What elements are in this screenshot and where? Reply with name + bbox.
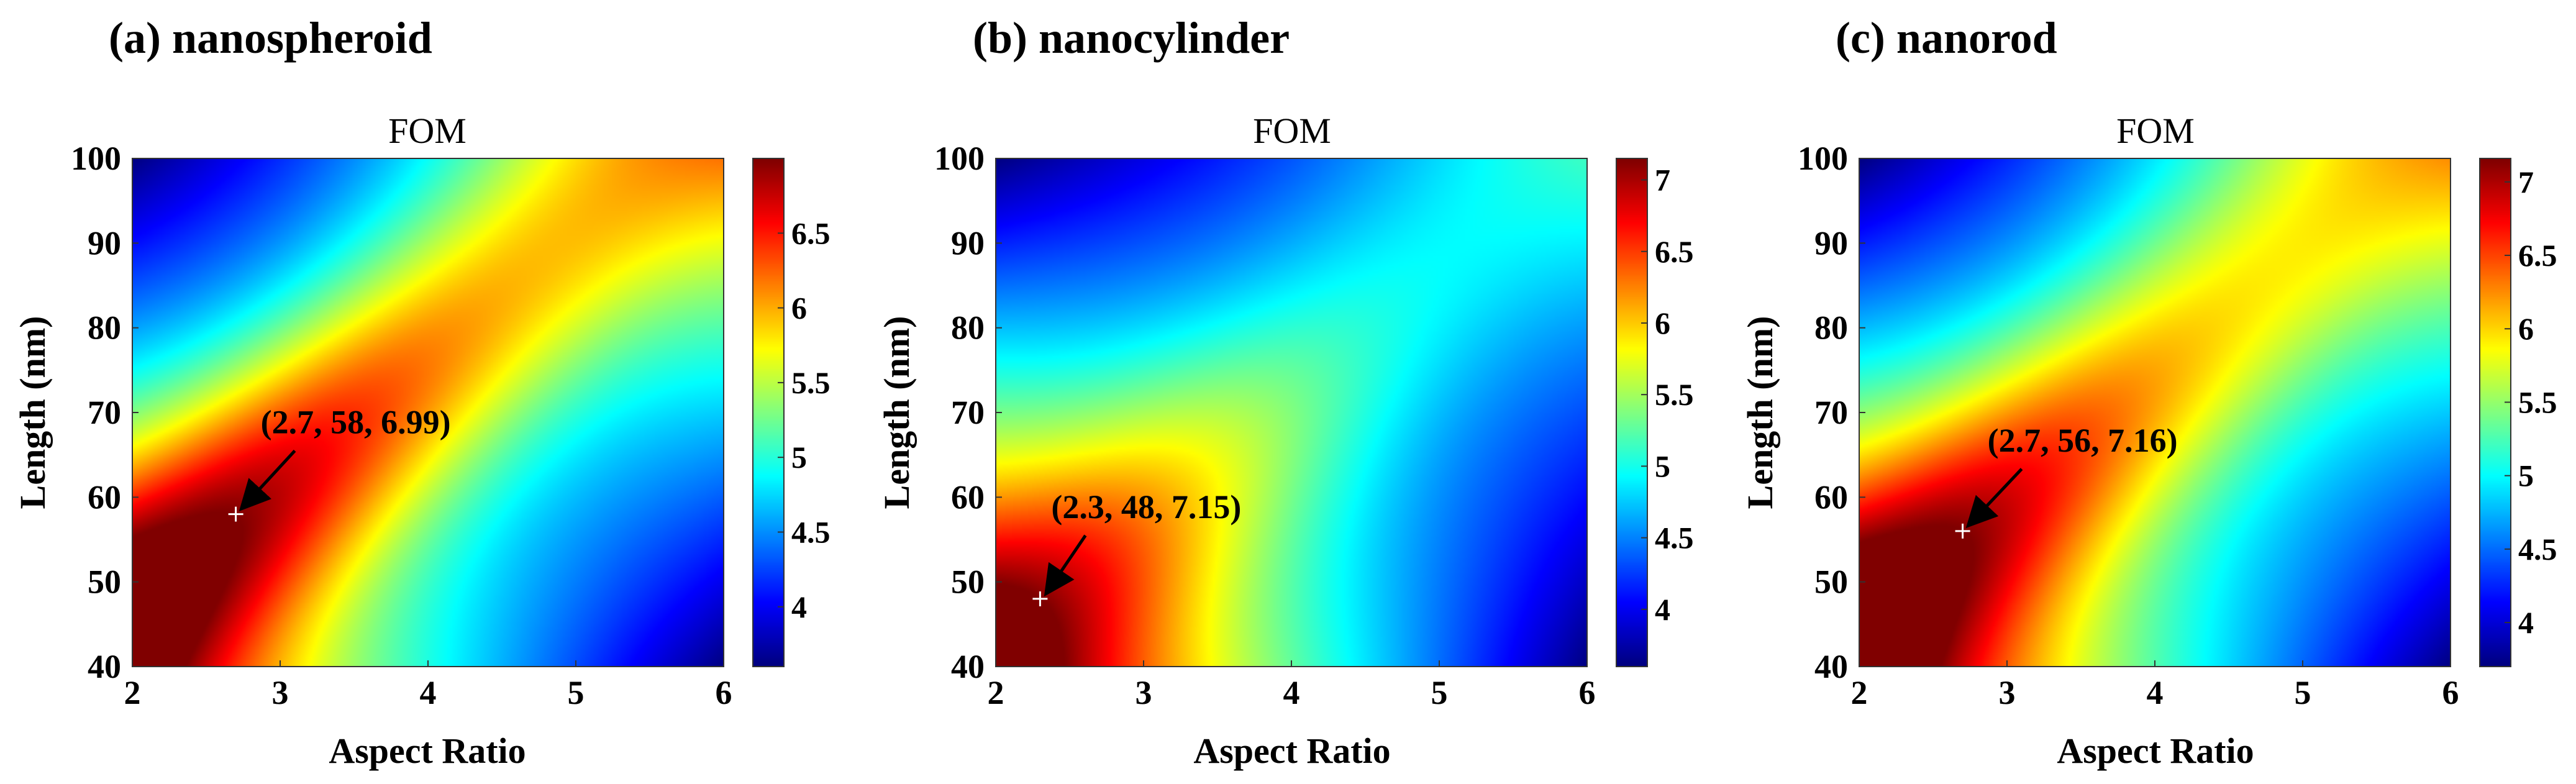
x-tick-label: 2 <box>1851 674 1868 711</box>
x-tick-label: 3 <box>272 674 289 711</box>
x-tick-label: 6 <box>716 674 732 711</box>
y-tick-label: 70 <box>88 394 121 431</box>
y-tick-label: 40 <box>951 648 985 685</box>
y-tick-label: 50 <box>88 563 121 601</box>
panel-b: (b) nanocylinder FOM 2 3 4 5 6 40 50 60 70 80 90 10… <box>876 13 1694 771</box>
annotation-text-b: (2.3, 48, 7.15) <box>1051 488 1241 526</box>
x-tick-label: 4 <box>420 674 437 711</box>
peak-marker-c <box>1955 523 1970 539</box>
y-tick-label: 80 <box>1814 309 1848 347</box>
colorbar-frame-b <box>1616 158 1648 667</box>
colorbar-ticks-a: 4 4.5 5 5.5 6 6.5 <box>778 216 831 624</box>
colorbar-tick-label: 6.5 <box>791 216 831 250</box>
panel-label-b: (b) nanocylinder <box>973 13 1290 63</box>
annotation-arrow-b <box>1044 534 1087 597</box>
y-tick-label: 40 <box>88 648 121 685</box>
y-tick-label: 40 <box>1814 648 1848 685</box>
x-tick-label: 4 <box>2147 674 2164 711</box>
annotation-arrow-c <box>1965 468 2023 529</box>
annotation-arrow-a <box>239 449 296 511</box>
colorbar-tick-label: 6 <box>791 291 807 326</box>
y-tick-label: 90 <box>951 224 985 262</box>
heatmap-a <box>132 158 724 667</box>
colorbar-tick-label: 5.5 <box>791 365 831 400</box>
colorbar-tick-label: 5.5 <box>1655 377 1694 412</box>
y-axis-label-b: Length (nm) <box>876 316 917 509</box>
colorbar-tick-label: 6.5 <box>2518 238 2557 273</box>
plot-title-a: FOM <box>388 111 467 151</box>
y-axis-label-c: Length (nm) <box>1740 316 1780 509</box>
colorbar-tick-label: 4.5 <box>791 514 831 549</box>
colorbar-ticks-c: 4 4.5 5 5.5 6 6.5 7 <box>2505 165 2557 640</box>
colorbar-tick-label: 4 <box>1655 592 1670 627</box>
x-axis-label-a: Aspect Ratio <box>329 731 526 771</box>
x-tick-label: 5 <box>1431 674 1448 711</box>
colorbar-frame-c <box>2479 158 2511 667</box>
x-tick-label: 2 <box>124 674 141 711</box>
plot-title-c: FOM <box>2116 111 2195 151</box>
colorbar-tick-label: 5 <box>791 440 807 475</box>
heatmap-c <box>1859 158 2451 667</box>
y-tick-label: 100 <box>934 140 985 177</box>
y-tick-label: 50 <box>1814 563 1848 601</box>
y-tick-label: 100 <box>1798 140 1848 177</box>
peak-marker-b <box>1032 591 1048 606</box>
annotation-text-a: (2.7, 58, 6.99) <box>261 404 451 441</box>
y-tick-label: 90 <box>88 224 121 262</box>
y-tick-label: 90 <box>1814 224 1848 262</box>
y-tick-label: 60 <box>951 478 985 516</box>
y-tick-label: 60 <box>1814 478 1848 516</box>
x-tick-label: 6 <box>1579 674 1596 711</box>
colorbar-tick-label: 7 <box>2518 165 2534 199</box>
colorbar-a <box>753 158 784 667</box>
colorbar-c <box>2480 158 2511 667</box>
x-tick-label: 5 <box>2295 674 2311 711</box>
colorbar-tick-label: 4.5 <box>2518 532 2557 567</box>
y-tick-label: 60 <box>88 478 121 516</box>
colorbar-tick-label: 4 <box>791 590 807 624</box>
colorbar-frame-a <box>752 158 785 667</box>
y-tick-label: 50 <box>951 563 985 601</box>
colorbar-tick-label: 5.5 <box>2518 385 2557 419</box>
heatmap-b <box>996 158 1587 667</box>
y-tick-label: 100 <box>71 140 121 177</box>
x-tick-label: 4 <box>1283 674 1300 711</box>
x-tick-label: 5 <box>568 674 585 711</box>
ticks-b: 2 3 4 5 6 40 50 60 70 80 90 100 <box>934 140 1596 711</box>
panel-label-a: (a) nanospheroid <box>109 13 432 63</box>
ticks-a: 2 3 4 5 6 40 50 60 70 80 90 100 <box>71 140 732 711</box>
colorbar-tick-label: 7 <box>1655 163 1670 198</box>
panel-a: (a) nanospheroid FOM 2 3 4 5 6 40 50 60 70 80 90 10… <box>12 13 831 771</box>
colorbar-tick-label: 6.5 <box>1655 234 1694 269</box>
panel-c: (c) nanorod FOM 2 3 4 5 6 40 50 60 70 80 90 100 Asp… <box>1740 13 2557 771</box>
peak-marker-a <box>228 506 243 522</box>
panel-label-c: (c) nanorod <box>1836 13 2057 63</box>
colorbar-ticks-b: 4 4.5 5 5.5 6 6.5 7 <box>1641 163 1694 627</box>
x-axis-label-c: Aspect Ratio <box>2057 731 2254 771</box>
colorbar-tick-label: 6 <box>1655 306 1670 340</box>
y-tick-label: 80 <box>951 309 985 347</box>
colorbar-tick-label: 5 <box>1655 449 1670 483</box>
colorbar-tick-label: 4 <box>2518 605 2534 640</box>
x-tick-label: 3 <box>1999 674 2016 711</box>
colorbar-tick-label: 5 <box>2518 458 2534 493</box>
x-tick-label: 3 <box>1136 674 1152 711</box>
annotation-text-c: (2.7, 56, 7.16) <box>1988 422 2178 459</box>
plot-title-b: FOM <box>1253 111 1331 151</box>
colorbar-tick-label: 6 <box>2518 311 2534 346</box>
y-tick-label: 70 <box>951 394 985 431</box>
x-tick-label: 2 <box>988 674 1004 711</box>
ticks-c: 2 3 4 5 6 40 50 60 70 80 90 100 <box>1798 140 2459 711</box>
y-tick-label: 70 <box>1814 394 1848 431</box>
colorbar-b <box>1616 158 1647 667</box>
x-axis-label-b: Aspect Ratio <box>1193 731 1390 771</box>
colorbar-tick-label: 4.5 <box>1655 521 1694 555</box>
y-tick-label: 80 <box>88 309 121 347</box>
x-tick-label: 6 <box>2442 674 2459 711</box>
y-axis-label-a: Length (nm) <box>12 316 53 509</box>
